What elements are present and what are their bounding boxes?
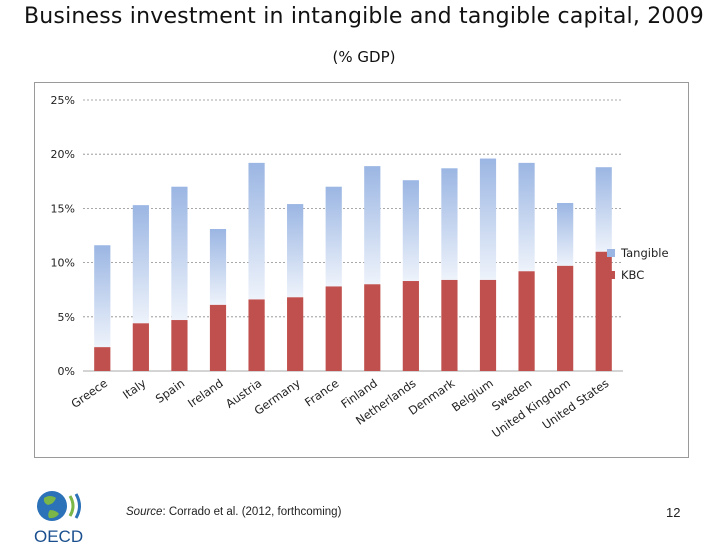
bar-kbc — [171, 320, 188, 371]
y-tick-label: 5% — [58, 311, 75, 324]
x-category-label: United States — [540, 376, 612, 432]
bar-chart: 0% 5% 10% 15% 20% 25% Greece Italy SpainIreland… — [51, 94, 669, 441]
bar-kbc — [402, 281, 419, 371]
grid-lines — [83, 99, 623, 372]
oecd-logo-text: OECD — [34, 527, 83, 546]
x-category-label: Greece — [68, 376, 110, 411]
bar-kbc — [248, 299, 265, 371]
bar-tangible — [441, 168, 458, 280]
bars — [94, 158, 612, 371]
bar-kbc — [209, 304, 227, 371]
bar-tangible — [595, 167, 612, 252]
bar-tangible — [479, 158, 497, 280]
x-category-label: Italy — [120, 376, 149, 402]
bar-tangible — [171, 186, 188, 321]
y-tick-label: 15% — [51, 202, 75, 215]
y-tick-label: 10% — [51, 257, 75, 270]
bar-kbc — [287, 297, 304, 371]
bar-tangible — [557, 202, 574, 266]
bar-kbc — [364, 284, 381, 371]
y-tick-label: 25% — [51, 94, 75, 107]
bar-tangible — [287, 204, 304, 298]
bar-kbc — [518, 271, 535, 371]
oecd-globe-icon: OECD — [34, 491, 83, 546]
bar-tangible — [209, 228, 227, 305]
bar-tangible — [518, 162, 535, 272]
bar-tangible — [248, 162, 265, 300]
y-tick-label: 20% — [51, 148, 75, 161]
legend-label: Tangible — [620, 246, 669, 260]
bar-tangible — [94, 245, 111, 348]
bar-kbc — [94, 347, 111, 371]
y-axis-ticks: 0% 5% 10% 15% 20% 25% — [51, 94, 75, 378]
bar-tangible — [132, 205, 149, 324]
x-category-label: Ireland — [185, 376, 226, 410]
legend-swatch — [607, 249, 615, 257]
legend: Tangible KBC — [607, 246, 669, 282]
chart-frame: 0% 5% 10% 15% 20% 25% Greece Italy Spain Ireland… — [34, 82, 689, 458]
source-prefix: Source — [126, 506, 163, 518]
source-text: : Corrado et al. (2012, forthcoming) — [162, 506, 342, 518]
slide-subtitle: (% GDP) — [332, 48, 396, 66]
bar-kbc — [132, 323, 149, 371]
bar-kbc — [325, 286, 342, 371]
source-note: Source: Corrado et al. (2012, forthcomin… — [126, 506, 341, 518]
bar-kbc — [557, 265, 574, 371]
bar-tangible — [364, 166, 381, 285]
y-tick-label: 0% — [58, 365, 75, 378]
legend-swatch — [607, 271, 615, 279]
bar-kbc — [595, 251, 612, 371]
x-category-label: Belgium — [449, 376, 496, 415]
bar-tangible — [325, 186, 342, 287]
slide-footer: OECD Source: Corrado et al. (2012, forth… — [0, 478, 728, 546]
slide-title: Business investment in intangible and ta… — [23, 4, 705, 29]
x-category-label: France — [302, 376, 341, 409]
bar-tangible — [402, 180, 419, 282]
bar-kbc — [441, 279, 458, 371]
page-number: 12 — [666, 505, 681, 520]
bar-kbc — [479, 279, 497, 371]
x-category-label: Spain — [153, 376, 187, 406]
oecd-logo: OECD — [30, 486, 94, 546]
legend-label: KBC — [621, 268, 644, 282]
